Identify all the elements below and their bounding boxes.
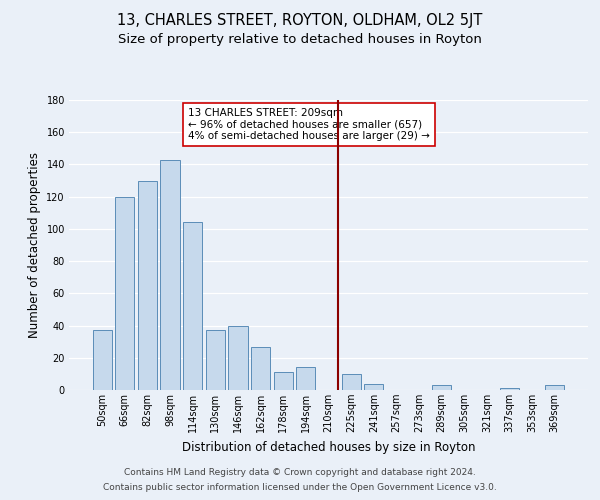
- Bar: [183, 222, 202, 390]
- Text: Contains public sector information licensed under the Open Government Licence v3: Contains public sector information licen…: [103, 483, 497, 492]
- X-axis label: Distribution of detached houses by size in Royton: Distribution of detached houses by size …: [182, 440, 475, 454]
- Text: Contains HM Land Registry data © Crown copyright and database right 2024.: Contains HM Land Registry data © Crown c…: [124, 468, 476, 477]
- Bar: [500, 388, 519, 390]
- Bar: [160, 160, 180, 390]
- Bar: [92, 330, 112, 390]
- Bar: [341, 374, 361, 390]
- Bar: [364, 384, 383, 390]
- Bar: [251, 346, 270, 390]
- Bar: [138, 180, 157, 390]
- Y-axis label: Number of detached properties: Number of detached properties: [28, 152, 41, 338]
- Bar: [115, 196, 134, 390]
- Bar: [206, 330, 225, 390]
- Bar: [229, 326, 248, 390]
- Text: 13, CHARLES STREET, ROYTON, OLDHAM, OL2 5JT: 13, CHARLES STREET, ROYTON, OLDHAM, OL2 …: [118, 12, 482, 28]
- Bar: [296, 368, 316, 390]
- Bar: [545, 385, 565, 390]
- Text: 13 CHARLES STREET: 209sqm
← 96% of detached houses are smaller (657)
4% of semi-: 13 CHARLES STREET: 209sqm ← 96% of detac…: [188, 108, 430, 142]
- Bar: [432, 385, 451, 390]
- Text: Size of property relative to detached houses in Royton: Size of property relative to detached ho…: [118, 32, 482, 46]
- Bar: [274, 372, 293, 390]
